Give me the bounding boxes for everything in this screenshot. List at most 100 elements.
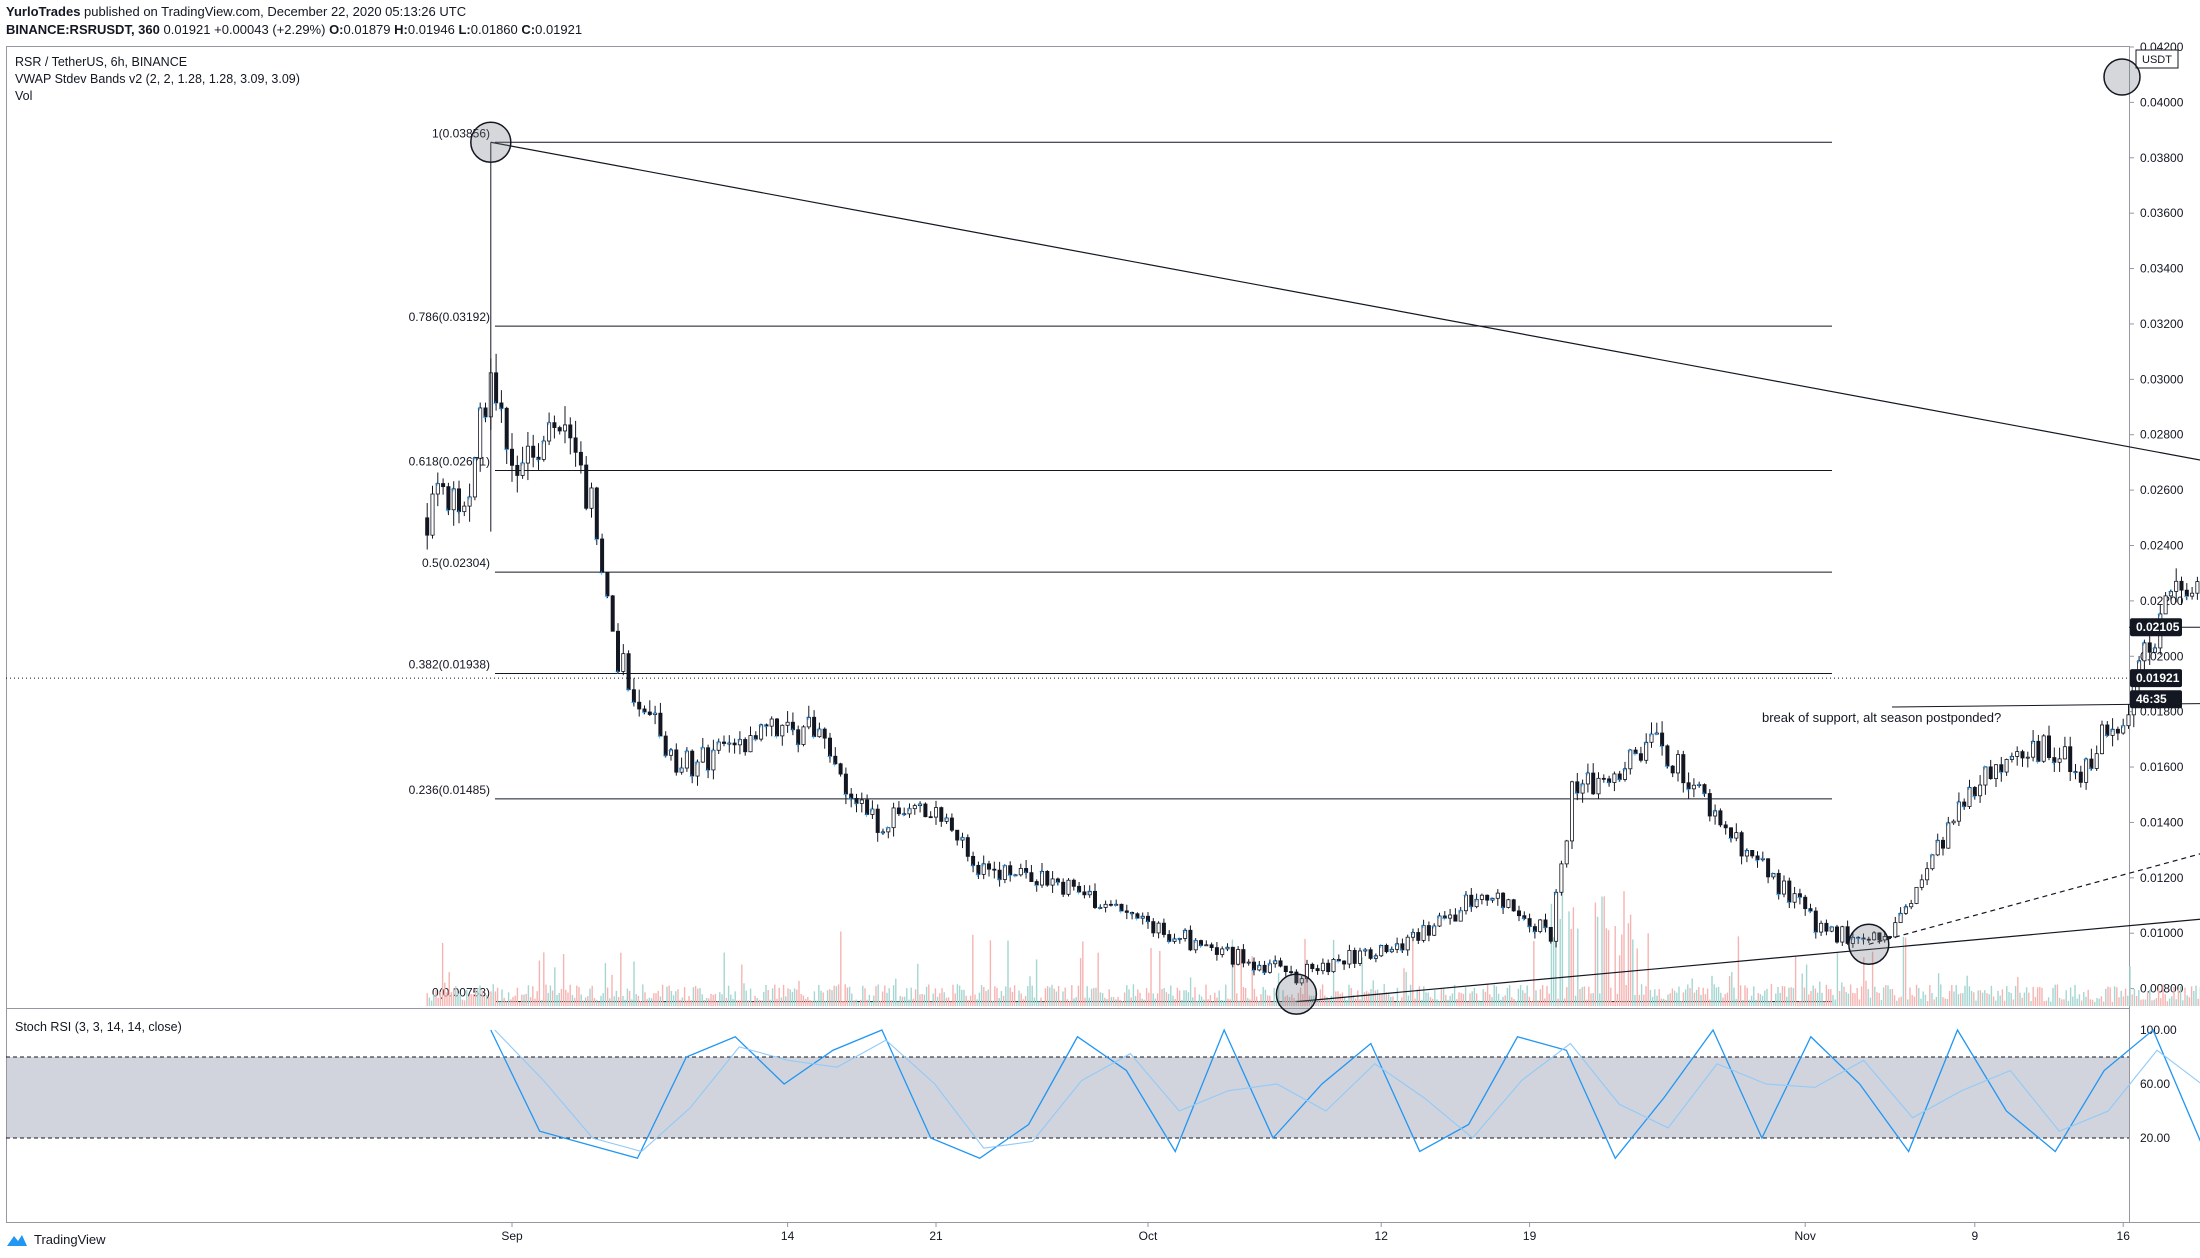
candle-body: [451, 488, 456, 511]
vwap-mark: +: [944, 814, 949, 823]
candle-body: [1644, 741, 1649, 761]
vwap-mark: +: [1166, 937, 1171, 946]
candle-body: [1866, 938, 1871, 941]
candle-body: [515, 464, 520, 476]
candle-body: [1914, 886, 1919, 904]
volume-legend[interactable]: Vol: [15, 89, 33, 103]
stoch-rsi-legend[interactable]: Stoch RSI (3, 3, 14, 14, close): [15, 1020, 182, 1034]
candle-body: [1167, 934, 1172, 942]
candle-body: [997, 869, 1002, 880]
vwap-mark: +: [668, 746, 673, 755]
candle-body: [806, 716, 811, 728]
candle-body: [1262, 964, 1267, 973]
candle-body: [2115, 728, 2120, 734]
candle-body: [1623, 768, 1628, 780]
candle-body: [875, 808, 880, 833]
vwap-mark: +: [1580, 780, 1585, 789]
candle-body: [1506, 899, 1511, 908]
candle-body: [695, 761, 700, 777]
candle-body: [2041, 735, 2046, 762]
candle-body: [584, 464, 589, 509]
vwap-mark: +: [615, 667, 620, 676]
candle-body: [1972, 787, 1977, 797]
candle-body: [2126, 714, 2131, 727]
candle-body: [1638, 753, 1643, 761]
candle-body: [1617, 773, 1622, 780]
author-name[interactable]: YurloTrades: [6, 4, 81, 19]
candle-body: [1983, 766, 1988, 786]
candle-body: [1978, 784, 1983, 797]
candle-body: [934, 807, 939, 818]
candle-body: [1103, 903, 1108, 908]
candle-body: [1744, 849, 1749, 857]
candle-body: [1278, 960, 1283, 967]
vwap-mark: +: [1373, 952, 1378, 961]
vwap-mark: +: [1903, 903, 1908, 912]
candle-body: [1077, 885, 1082, 893]
candle-body: [472, 457, 477, 498]
candle-body: [1538, 919, 1543, 932]
candle-body: [1861, 937, 1866, 940]
candle-body: [1697, 784, 1702, 786]
vwap-mark: +: [2136, 657, 2141, 666]
y-tick-label: 0.01200: [2140, 871, 2184, 885]
vwap-mark: +: [1431, 922, 1436, 931]
ohlc-open: 0.01879: [343, 22, 391, 37]
candle-body: [700, 747, 705, 763]
candle-body: [1236, 949, 1241, 965]
candle-body: [1522, 915, 1527, 919]
x-tick-label: Oct: [1139, 1229, 1158, 1243]
candle-body: [2174, 580, 2179, 592]
candle-body: [1840, 926, 1845, 943]
candle-body: [626, 653, 631, 691]
footer-brand[interactable]: TradingView: [6, 1232, 106, 1247]
candle-body: [801, 726, 806, 745]
candle-body: [1214, 947, 1219, 955]
vwap-mark: +: [2073, 768, 2078, 777]
candle-body: [1739, 832, 1744, 857]
candle-body: [1442, 915, 1447, 919]
vwap-mark: +: [1134, 914, 1139, 923]
candle-body: [2068, 746, 2073, 773]
x-tick-label: Sep: [501, 1229, 523, 1243]
vwap-mark: +: [1198, 941, 1203, 950]
candle-body: [865, 799, 870, 815]
vwap-mark: +: [1113, 900, 1118, 909]
vwap-mark: +: [1961, 802, 1966, 811]
candle-body: [1071, 879, 1076, 887]
candle-body: [1813, 910, 1818, 933]
candle-body: [1448, 914, 1453, 919]
candle-body: [2031, 740, 2036, 758]
vwap-mark: +: [1378, 941, 1383, 950]
candle-body: [1490, 897, 1495, 901]
candle-body: [780, 724, 785, 737]
candle-body: [1267, 963, 1272, 973]
candle-body: [1108, 903, 1113, 906]
vwap-legend[interactable]: VWAP Stdev Bands v2 (2, 2, 1.28, 1.28, 3…: [15, 72, 300, 86]
candle-body: [1835, 926, 1840, 943]
chart-title: RSR / TetherUS, 6h, BINANCE: [15, 55, 188, 69]
vwap-mark: +: [626, 686, 631, 695]
y-tick-label: 0.04000: [2140, 95, 2184, 109]
annotation-arrow: [1891, 703, 2200, 708]
candle-body: [1919, 879, 1924, 888]
candle-body: [1013, 874, 1018, 877]
candle-body: [928, 816, 933, 819]
candle-body: [658, 712, 663, 737]
vwap-mark: +: [2009, 752, 2014, 761]
candle-body: [1665, 745, 1670, 767]
y-tick-label: 0.03800: [2140, 151, 2184, 165]
vwap-mark: +: [1013, 871, 1018, 880]
candle-body: [1257, 964, 1262, 971]
vwap-mark: +: [1972, 792, 1977, 801]
vwap-mark: +: [451, 485, 456, 494]
vwap-mark: +: [1776, 890, 1781, 899]
x-tick-label: 21: [929, 1229, 943, 1243]
candle-body: [1994, 764, 1999, 780]
vwap-mark: +: [997, 876, 1002, 885]
candle-body: [631, 689, 636, 703]
candle-body: [881, 831, 886, 834]
vwap-mark: +: [445, 506, 450, 515]
candle-body: [1421, 925, 1426, 941]
